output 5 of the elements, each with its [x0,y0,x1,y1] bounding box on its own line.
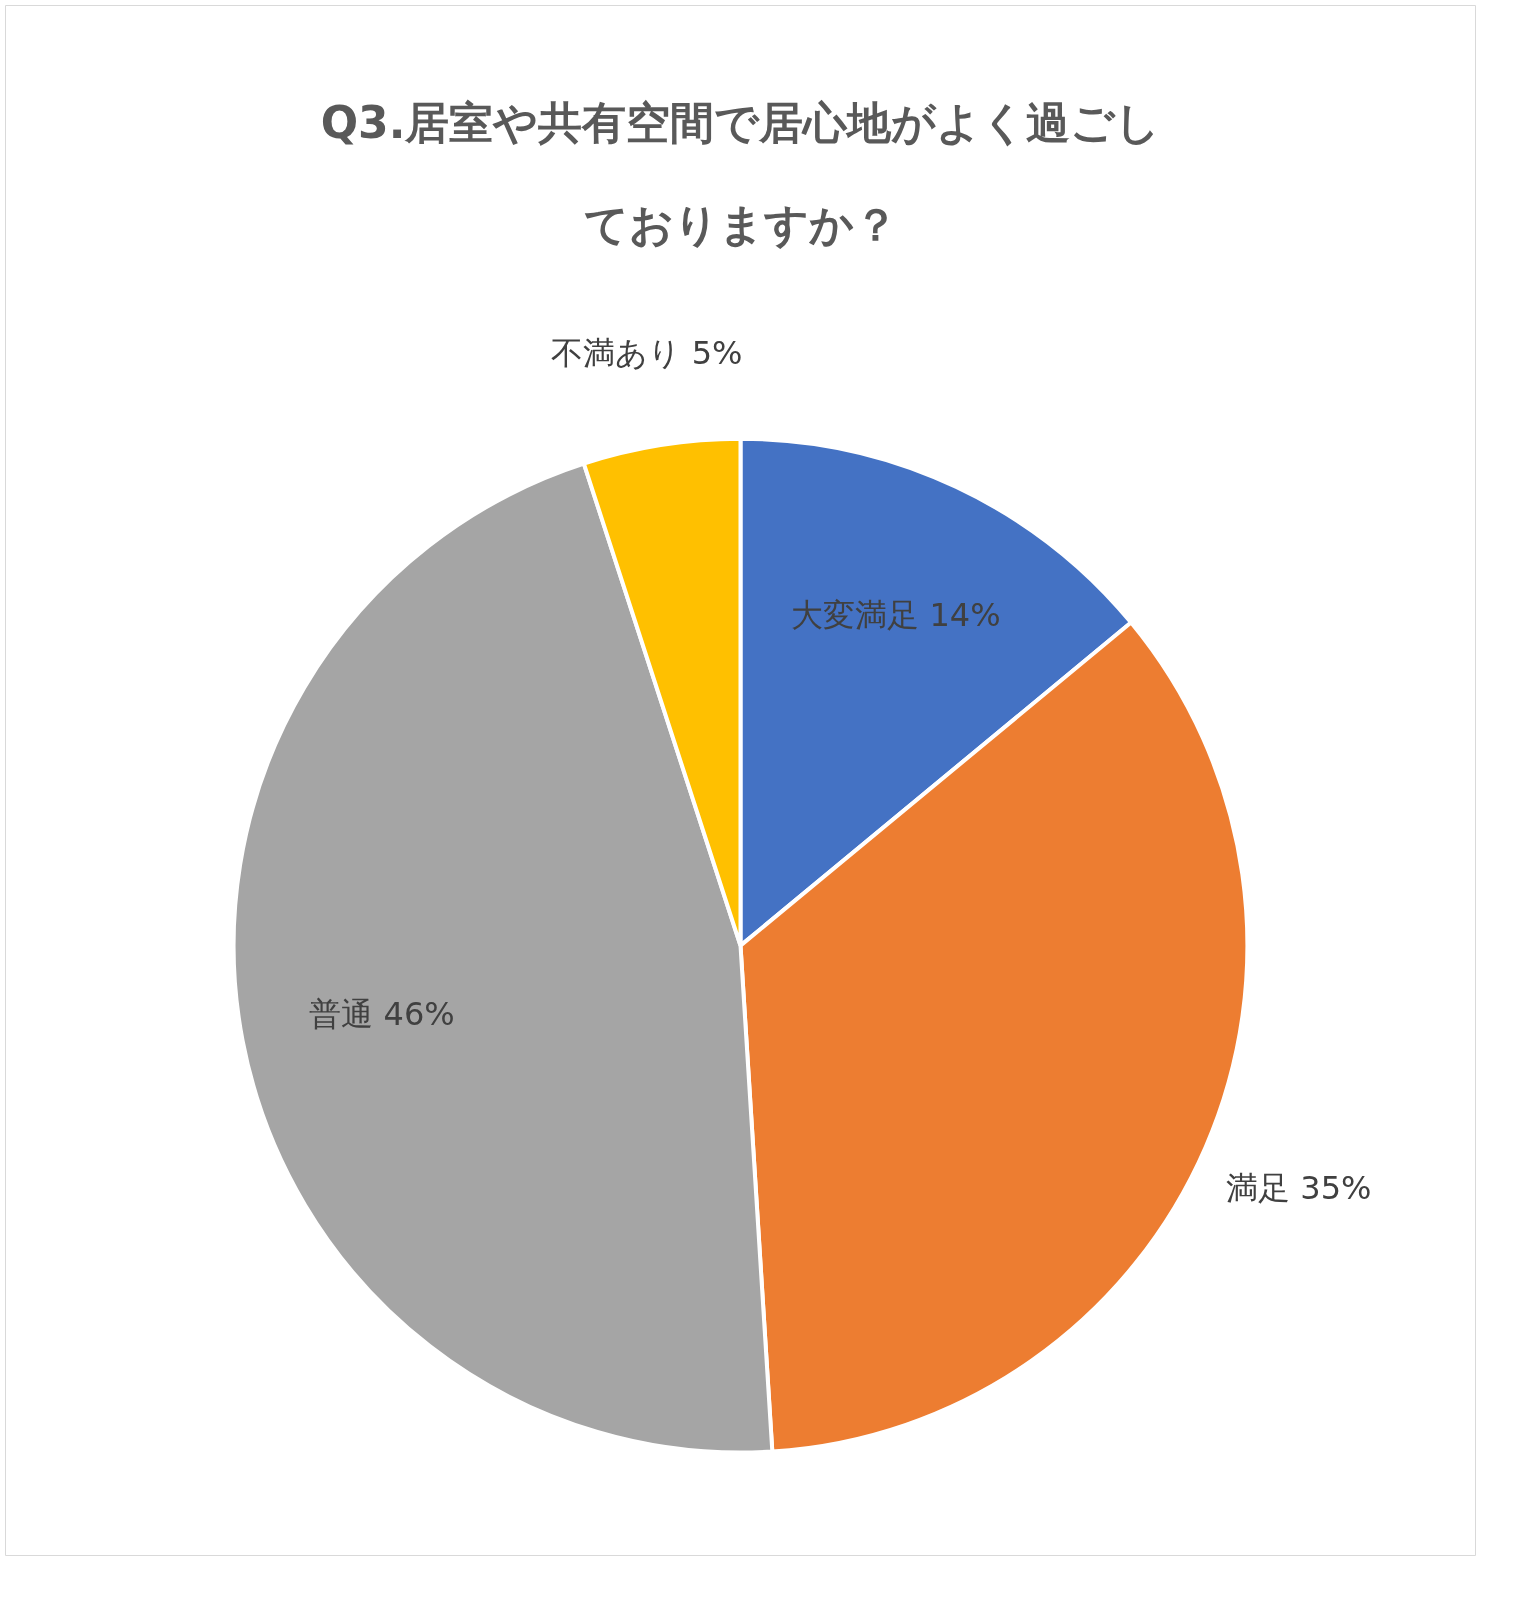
slice-label: 満足 35% [1226,1168,1372,1207]
slice-label: 大変満足 14% [791,595,1001,634]
slice-label: 不満あり 5% [551,334,743,373]
slice-label: 普通 46% [309,995,455,1034]
chart-title: Q3.居室や共有空間で居心地がよく過ごしておりますか？ [320,96,1161,250]
